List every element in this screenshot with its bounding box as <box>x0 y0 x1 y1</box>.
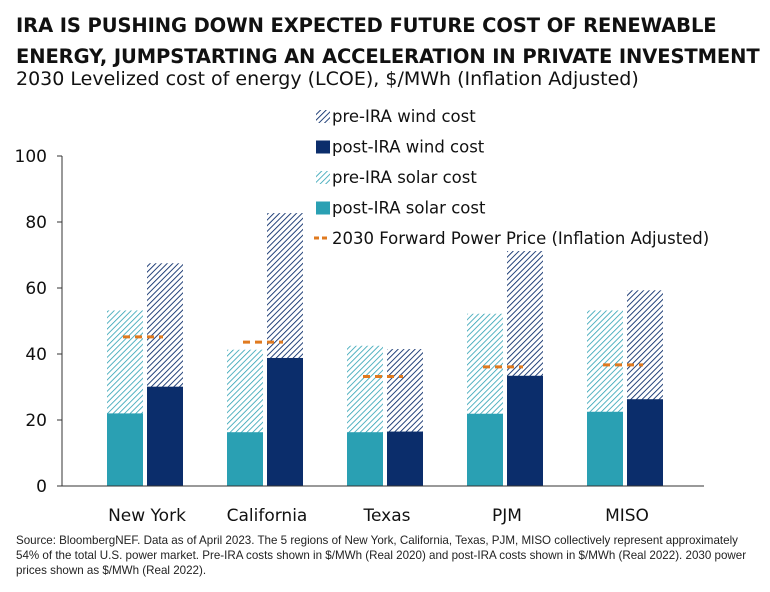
x-tick-label: New York <box>108 506 186 526</box>
legend-label: 2030 Forward Power Price (Inflation Adju… <box>332 229 709 248</box>
legend-swatch <box>316 110 330 123</box>
x-tick-label: PJM <box>492 506 522 526</box>
y-tick-label: 100 <box>15 147 47 167</box>
bars-layer <box>107 213 663 486</box>
y-tick-label: 20 <box>25 411 47 431</box>
legend-swatch <box>316 140 330 154</box>
bar-post-ira-solar-miso <box>587 411 623 486</box>
bar-post-ira-solar-texas <box>347 432 383 486</box>
y-tick-label: 40 <box>25 345 47 365</box>
legend-label: pre-IRA wind cost <box>332 107 476 126</box>
bar-post-ira-solar-new-york <box>107 413 143 486</box>
legend: pre-IRA wind cost post-IRA wind cost pre-I… <box>314 107 709 248</box>
forward-price-layer <box>123 335 643 378</box>
chart-title: IRA IS PUSHING DOWN EXPECTED FUTURE COST… <box>16 14 760 68</box>
legend-label: post-IRA solar cost <box>332 199 486 218</box>
legend-swatch <box>316 201 330 215</box>
y-tick-label: 0 <box>36 477 47 497</box>
legend-label: pre-IRA solar cost <box>332 168 477 187</box>
x-tick-label: California <box>227 506 308 526</box>
bar-post-ira-wind-pjm <box>507 375 543 486</box>
source-note: Source: BloombergNEF. Data as of April 2… <box>16 534 747 577</box>
bar-post-ira-solar-pjm <box>467 413 503 486</box>
x-axis-labels: New York California Texas PJM MISO <box>108 506 649 526</box>
bar-post-ira-wind-miso <box>627 399 663 486</box>
bar-post-ira-wind-new-york <box>147 386 183 486</box>
bar-chart: 0 20 40 60 80 100 New York California Texas PJM M… <box>15 107 710 526</box>
y-axis: 0 20 40 60 80 100 <box>15 147 704 497</box>
x-tick-label: MISO <box>605 506 649 526</box>
x-tick-label: Texas <box>363 506 411 526</box>
legend-label: post-IRA wind cost <box>332 138 485 157</box>
bar-post-ira-wind-california <box>267 357 303 486</box>
chart-subtitle: 2030 Levelized cost of energy (LCOE), $/… <box>16 68 639 90</box>
y-tick-label: 60 <box>25 279 47 299</box>
y-tick-label: 80 <box>25 213 47 233</box>
bar-post-ira-wind-texas <box>387 431 423 486</box>
bar-post-ira-solar-california <box>227 432 263 486</box>
legend-swatch <box>316 171 330 184</box>
